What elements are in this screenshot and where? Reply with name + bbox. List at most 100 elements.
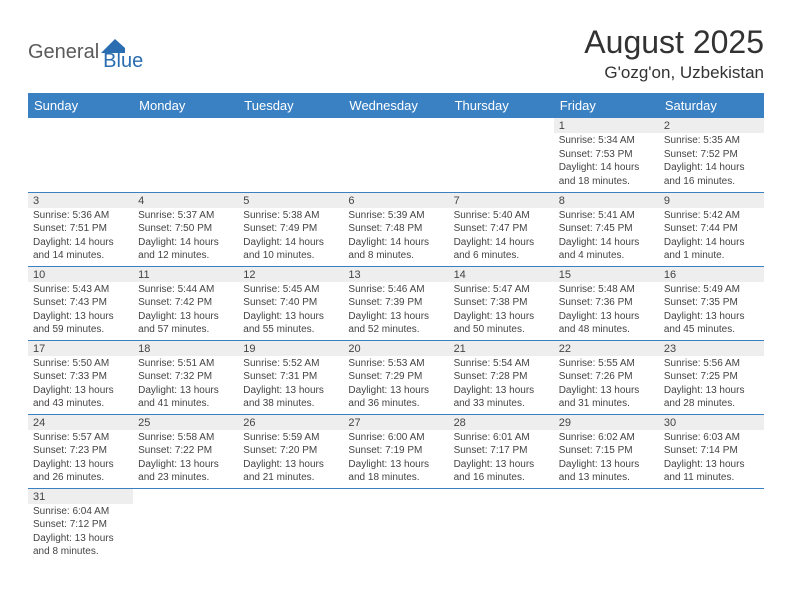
day-details: Sunrise: 5:39 AMSunset: 7:48 PMDaylight:… xyxy=(343,208,448,266)
day-number: 26 xyxy=(238,415,343,430)
daylight-text: Daylight: 13 hours and 21 minutes. xyxy=(243,458,338,485)
day-details: Sunrise: 5:56 AMSunset: 7:25 PMDaylight:… xyxy=(659,356,764,414)
day-number: 23 xyxy=(659,341,764,356)
calendar-day-cell: 8Sunrise: 5:41 AMSunset: 7:45 PMDaylight… xyxy=(554,192,659,266)
day-details: Sunrise: 5:52 AMSunset: 7:31 PMDaylight:… xyxy=(238,356,343,414)
sunrise-text: Sunrise: 5:58 AM xyxy=(138,431,233,445)
day-number: 2 xyxy=(659,118,764,133)
sunrise-text: Sunrise: 5:50 AM xyxy=(33,357,128,371)
logo: General Blue xyxy=(28,32,143,73)
calendar-day-cell: 6Sunrise: 5:39 AMSunset: 7:48 PMDaylight… xyxy=(343,192,448,266)
sunset-text: Sunset: 7:52 PM xyxy=(664,148,759,162)
day-details: Sunrise: 5:48 AMSunset: 7:36 PMDaylight:… xyxy=(554,282,659,340)
calendar-day-cell: 27Sunrise: 6:00 AMSunset: 7:19 PMDayligh… xyxy=(343,414,448,488)
daylight-text: Daylight: 13 hours and 26 minutes. xyxy=(33,458,128,485)
calendar-day-cell: 12Sunrise: 5:45 AMSunset: 7:40 PMDayligh… xyxy=(238,266,343,340)
daylight-text: Daylight: 13 hours and 52 minutes. xyxy=(348,310,443,337)
calendar-empty-cell xyxy=(449,488,554,562)
calendar-week-row: 10Sunrise: 5:43 AMSunset: 7:43 PMDayligh… xyxy=(28,266,764,340)
sunrise-text: Sunrise: 5:43 AM xyxy=(33,283,128,297)
sunset-text: Sunset: 7:42 PM xyxy=(138,296,233,310)
daylight-text: Daylight: 13 hours and 16 minutes. xyxy=(454,458,549,485)
calendar-empty-cell xyxy=(133,488,238,562)
day-details: Sunrise: 5:51 AMSunset: 7:32 PMDaylight:… xyxy=(133,356,238,414)
month-title: August 2025 xyxy=(584,24,764,61)
daylight-text: Daylight: 13 hours and 11 minutes. xyxy=(664,458,759,485)
day-details: Sunrise: 5:47 AMSunset: 7:38 PMDaylight:… xyxy=(449,282,554,340)
calendar-day-cell: 23Sunrise: 5:56 AMSunset: 7:25 PMDayligh… xyxy=(659,340,764,414)
sunrise-text: Sunrise: 5:44 AM xyxy=(138,283,233,297)
calendar-day-cell: 2Sunrise: 5:35 AMSunset: 7:52 PMDaylight… xyxy=(659,118,764,192)
day-details: Sunrise: 5:54 AMSunset: 7:28 PMDaylight:… xyxy=(449,356,554,414)
day-details: Sunrise: 5:57 AMSunset: 7:23 PMDaylight:… xyxy=(28,430,133,488)
day-number: 24 xyxy=(28,415,133,430)
daylight-text: Daylight: 14 hours and 16 minutes. xyxy=(664,161,759,188)
calendar-empty-cell xyxy=(28,118,133,192)
daylight-text: Daylight: 13 hours and 28 minutes. xyxy=(664,384,759,411)
sunrise-text: Sunrise: 5:38 AM xyxy=(243,209,338,223)
sunset-text: Sunset: 7:49 PM xyxy=(243,222,338,236)
sunset-text: Sunset: 7:23 PM xyxy=(33,444,128,458)
calendar-empty-cell xyxy=(343,118,448,192)
sunrise-text: Sunrise: 5:51 AM xyxy=(138,357,233,371)
sunset-text: Sunset: 7:17 PM xyxy=(454,444,549,458)
sunrise-text: Sunrise: 6:02 AM xyxy=(559,431,654,445)
sunrise-text: Sunrise: 5:52 AM xyxy=(243,357,338,371)
day-details: Sunrise: 5:44 AMSunset: 7:42 PMDaylight:… xyxy=(133,282,238,340)
day-number: 13 xyxy=(343,267,448,282)
day-number: 28 xyxy=(449,415,554,430)
calendar-day-cell: 10Sunrise: 5:43 AMSunset: 7:43 PMDayligh… xyxy=(28,266,133,340)
sunrise-text: Sunrise: 5:36 AM xyxy=(33,209,128,223)
day-details: Sunrise: 5:58 AMSunset: 7:22 PMDaylight:… xyxy=(133,430,238,488)
daylight-text: Daylight: 13 hours and 55 minutes. xyxy=(243,310,338,337)
sunrise-text: Sunrise: 6:00 AM xyxy=(348,431,443,445)
daylight-text: Daylight: 14 hours and 6 minutes. xyxy=(454,236,549,263)
sunrise-text: Sunrise: 5:46 AM xyxy=(348,283,443,297)
day-details: Sunrise: 5:40 AMSunset: 7:47 PMDaylight:… xyxy=(449,208,554,266)
weekday-header: Wednesday xyxy=(343,93,448,118)
calendar-empty-cell xyxy=(554,488,659,562)
daylight-text: Daylight: 13 hours and 36 minutes. xyxy=(348,384,443,411)
sunset-text: Sunset: 7:14 PM xyxy=(664,444,759,458)
sunrise-text: Sunrise: 5:35 AM xyxy=(664,134,759,148)
sunset-text: Sunset: 7:19 PM xyxy=(348,444,443,458)
daylight-text: Daylight: 13 hours and 38 minutes. xyxy=(243,384,338,411)
day-details: Sunrise: 5:49 AMSunset: 7:35 PMDaylight:… xyxy=(659,282,764,340)
daylight-text: Daylight: 14 hours and 14 minutes. xyxy=(33,236,128,263)
day-number: 7 xyxy=(449,193,554,208)
calendar-day-cell: 11Sunrise: 5:44 AMSunset: 7:42 PMDayligh… xyxy=(133,266,238,340)
calendar-day-cell: 7Sunrise: 5:40 AMSunset: 7:47 PMDaylight… xyxy=(449,192,554,266)
day-number: 25 xyxy=(133,415,238,430)
day-details: Sunrise: 5:35 AMSunset: 7:52 PMDaylight:… xyxy=(659,133,764,191)
sunset-text: Sunset: 7:44 PM xyxy=(664,222,759,236)
daylight-text: Daylight: 13 hours and 57 minutes. xyxy=(138,310,233,337)
calendar-table: SundayMondayTuesdayWednesdayThursdayFrid… xyxy=(28,93,764,562)
calendar-day-cell: 20Sunrise: 5:53 AMSunset: 7:29 PMDayligh… xyxy=(343,340,448,414)
day-details: Sunrise: 5:53 AMSunset: 7:29 PMDaylight:… xyxy=(343,356,448,414)
day-number: 15 xyxy=(554,267,659,282)
day-details: Sunrise: 5:34 AMSunset: 7:53 PMDaylight:… xyxy=(554,133,659,191)
calendar-day-cell: 4Sunrise: 5:37 AMSunset: 7:50 PMDaylight… xyxy=(133,192,238,266)
day-number: 3 xyxy=(28,193,133,208)
sunrise-text: Sunrise: 5:37 AM xyxy=(138,209,233,223)
day-number: 11 xyxy=(133,267,238,282)
weekday-header: Friday xyxy=(554,93,659,118)
calendar-empty-cell xyxy=(449,118,554,192)
daylight-text: Daylight: 14 hours and 10 minutes. xyxy=(243,236,338,263)
calendar-empty-cell xyxy=(238,488,343,562)
sunrise-text: Sunrise: 5:49 AM xyxy=(664,283,759,297)
day-details: Sunrise: 6:00 AMSunset: 7:19 PMDaylight:… xyxy=(343,430,448,488)
day-details: Sunrise: 5:38 AMSunset: 7:49 PMDaylight:… xyxy=(238,208,343,266)
daylight-text: Daylight: 13 hours and 13 minutes. xyxy=(559,458,654,485)
day-number: 31 xyxy=(28,489,133,504)
sunset-text: Sunset: 7:39 PM xyxy=(348,296,443,310)
daylight-text: Daylight: 13 hours and 50 minutes. xyxy=(454,310,549,337)
calendar-empty-cell xyxy=(133,118,238,192)
logo-text-2: Blue xyxy=(103,50,143,73)
sunset-text: Sunset: 7:15 PM xyxy=(559,444,654,458)
sunset-text: Sunset: 7:40 PM xyxy=(243,296,338,310)
sunrise-text: Sunrise: 5:39 AM xyxy=(348,209,443,223)
day-number: 10 xyxy=(28,267,133,282)
sunset-text: Sunset: 7:33 PM xyxy=(33,370,128,384)
daylight-text: Daylight: 13 hours and 59 minutes. xyxy=(33,310,128,337)
